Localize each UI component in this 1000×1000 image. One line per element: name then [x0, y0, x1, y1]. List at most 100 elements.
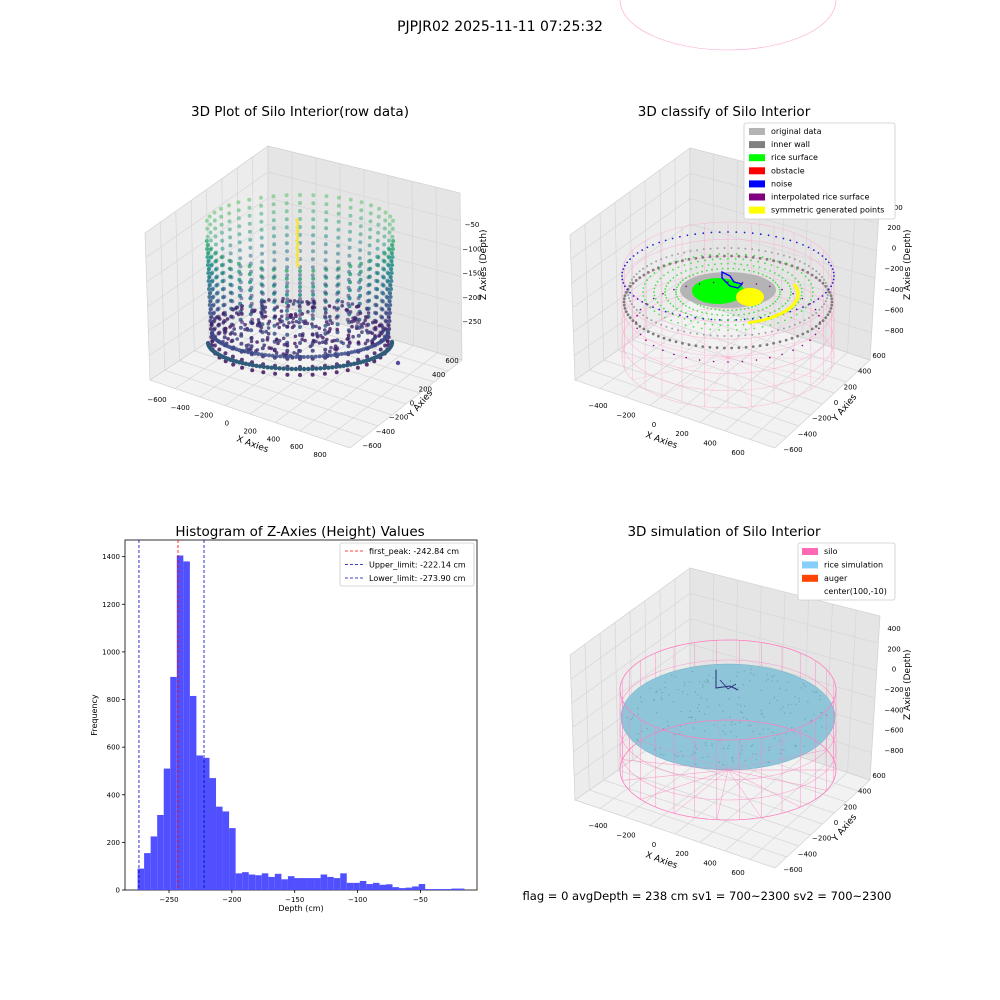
noise-point: [830, 285, 832, 287]
raw-point: [228, 219, 232, 223]
noise-point: [783, 238, 785, 240]
noise-point: [633, 255, 635, 257]
inner-wall-point: [801, 333, 804, 336]
rice-surface-point: [798, 281, 800, 283]
rice-surface-point: [649, 307, 651, 309]
noise-point: [694, 233, 696, 235]
classify-z-ticks: 2000−200−400−600−800400: [884, 204, 903, 335]
raw-point: [211, 279, 215, 283]
raw-point: [347, 334, 351, 338]
noise-point: [622, 282, 624, 284]
rice-surface-point: [657, 301, 659, 303]
inner-wall-point: [738, 255, 741, 258]
raw-point: [388, 319, 392, 323]
raw-point: [213, 211, 217, 215]
rice-sim-point: [772, 732, 773, 733]
tick-label: 600: [290, 443, 303, 451]
raw-point: [337, 204, 341, 208]
rice-sim-point: [723, 731, 724, 732]
raw-point: [258, 364, 262, 368]
y-tick-label: 800: [107, 696, 120, 704]
rice-surface-point: [789, 285, 791, 287]
raw-point: [280, 320, 284, 324]
hist-bar: [334, 878, 341, 890]
raw-point: [275, 354, 279, 358]
raw-point: [390, 271, 394, 275]
inner-wall-point: [631, 303, 633, 305]
rice-sim-point: [773, 675, 774, 676]
rice-surface-point: [657, 281, 659, 283]
hist-bar: [399, 888, 406, 890]
raw-point: [384, 303, 388, 307]
raw-point: [357, 280, 361, 284]
raw-point: [219, 207, 223, 211]
rice-surface-point: [750, 259, 752, 261]
raw-point: [356, 366, 360, 370]
noise-point: [775, 236, 777, 238]
rice-sim-point: [790, 712, 791, 713]
raw-point: [324, 258, 328, 262]
inner-wall-point: [772, 259, 775, 262]
raw-point: [351, 335, 355, 339]
raw-point: [376, 223, 380, 227]
raw-point: [215, 267, 219, 271]
simulation-xlabel: X Axies: [644, 850, 679, 871]
rice-surface-point: [675, 289, 677, 291]
rice-sim-point: [708, 675, 709, 676]
raw-point: [328, 350, 332, 354]
raw-point: [289, 299, 293, 303]
raw-point: [383, 235, 387, 239]
raw-point: [273, 372, 277, 376]
raw-point: [329, 353, 333, 357]
rice-sim-point: [707, 679, 708, 680]
raw-point: [386, 263, 390, 267]
rice-sim-point: [766, 674, 767, 675]
tick-label: −400: [884, 706, 903, 714]
classify-legend: original datainner wallrice surfaceobsta…: [744, 123, 895, 219]
rice-sim-point: [708, 681, 709, 682]
raw-point: [330, 339, 334, 343]
inner-wall-point: [815, 270, 817, 272]
inner-wall-point: [671, 255, 673, 257]
raw-point: [296, 243, 300, 247]
noise-point: [687, 316, 689, 318]
interpolated-point: [756, 359, 758, 361]
raw-point: [228, 325, 232, 329]
raw-point: [334, 365, 338, 369]
raw-point: [373, 351, 377, 355]
noise-point: [802, 244, 804, 246]
legend-swatch: [749, 167, 765, 174]
hist-ylabel: Frequency: [90, 694, 99, 736]
hist-bar: [144, 853, 151, 890]
raw-point: [318, 366, 322, 370]
raw-point: [311, 273, 315, 277]
rice-surface-point: [764, 262, 766, 264]
raw-point: [267, 332, 271, 336]
hist-bar: [262, 873, 269, 890]
rice-surface-point: [727, 258, 729, 260]
rice-surface-point: [676, 274, 678, 276]
raw-point: [310, 355, 314, 359]
raw-point: [323, 274, 327, 278]
raw-point: [246, 328, 250, 332]
hist-legend: first_peak: -242.84 cmUpper_limit: -222.…: [340, 543, 474, 586]
rice-surface-point: [727, 320, 729, 322]
rice-surface-point: [775, 282, 777, 284]
rice-sim-point: [769, 702, 770, 703]
raw-point: [298, 304, 302, 308]
rice-surface-point: [672, 313, 674, 315]
rice-sim-point: [804, 718, 805, 719]
tick-label: 400: [858, 368, 871, 376]
hist-bar: [268, 877, 275, 890]
inner-wall-point: [716, 255, 719, 258]
rice-surface-point: [680, 301, 682, 303]
noise-point: [727, 231, 729, 233]
rice-surface-point: [693, 326, 695, 328]
raw-point: [262, 365, 266, 369]
raw-point: [390, 235, 394, 239]
noise-point: [711, 232, 713, 234]
rice-sim-point: [667, 721, 668, 722]
raw-point: [346, 337, 350, 341]
rice-sim-point: [678, 756, 679, 757]
raw-point: [295, 246, 299, 250]
